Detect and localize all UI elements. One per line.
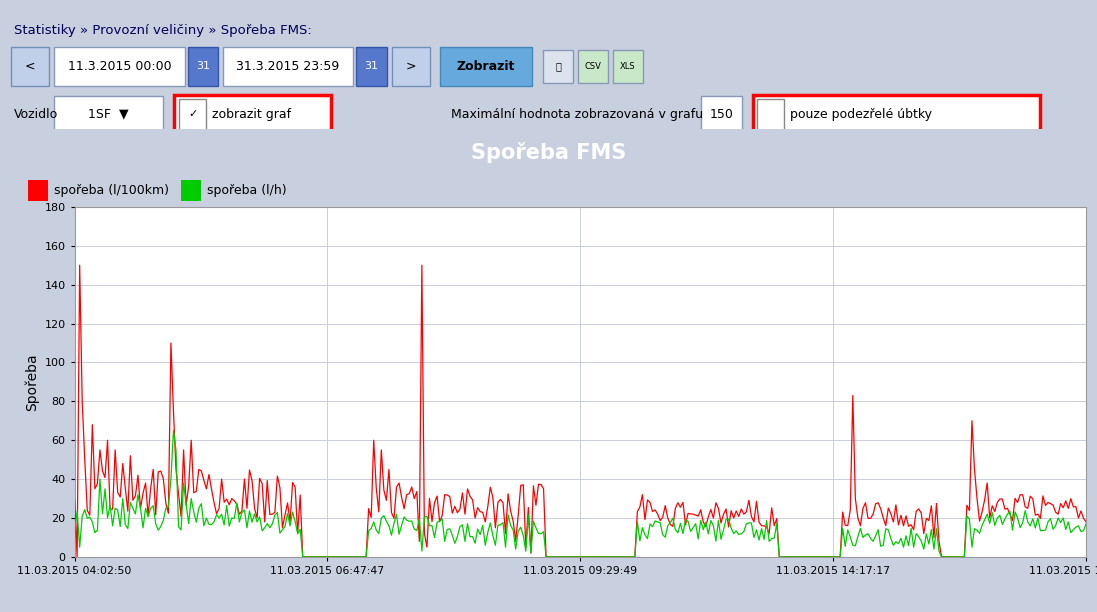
Y-axis label: Spořeba: Spořeba <box>24 353 38 411</box>
FancyBboxPatch shape <box>701 96 742 132</box>
FancyBboxPatch shape <box>440 47 532 86</box>
Text: 31: 31 <box>364 61 378 72</box>
FancyBboxPatch shape <box>188 47 218 86</box>
Text: Vozidlo: Vozidlo <box>14 108 58 121</box>
FancyBboxPatch shape <box>223 47 353 86</box>
Text: Statistiky » Provozní veličiny » Spořeba FMS:: Statistiky » Provozní veličiny » Spořeba… <box>14 23 312 37</box>
FancyBboxPatch shape <box>179 99 206 130</box>
FancyBboxPatch shape <box>543 50 574 83</box>
Text: XLS: XLS <box>620 62 635 71</box>
FancyBboxPatch shape <box>392 47 430 86</box>
Bar <box>29 180 47 201</box>
FancyBboxPatch shape <box>11 47 49 86</box>
Text: CSV: CSV <box>585 62 601 71</box>
Text: 🖨: 🖨 <box>555 61 562 72</box>
Text: pouze podezřelé úbtky: pouze podezřelé úbtky <box>790 108 931 121</box>
Text: Spořeba FMS: Spořeba FMS <box>471 141 626 163</box>
FancyBboxPatch shape <box>578 50 608 83</box>
FancyBboxPatch shape <box>55 47 184 86</box>
Text: 11.3.2015 00:00: 11.3.2015 00:00 <box>68 60 171 73</box>
Text: 1SF  ▼: 1SF ▼ <box>89 108 129 121</box>
Text: Zobrazit: Zobrazit <box>456 60 516 73</box>
FancyBboxPatch shape <box>757 99 784 130</box>
FancyBboxPatch shape <box>753 94 1040 134</box>
Text: spořeba (l/h): spořeba (l/h) <box>207 184 287 197</box>
FancyBboxPatch shape <box>55 96 163 132</box>
Text: 150: 150 <box>710 108 733 121</box>
Bar <box>181 180 201 201</box>
Text: 31.3.2015 23:59: 31.3.2015 23:59 <box>236 60 339 73</box>
FancyBboxPatch shape <box>357 47 386 86</box>
Text: ✓: ✓ <box>189 109 197 119</box>
Text: spořeba (l/100km): spořeba (l/100km) <box>54 184 169 197</box>
Text: 31: 31 <box>196 61 211 72</box>
FancyBboxPatch shape <box>173 94 331 134</box>
Text: Maximální hodnota zobrazovaná v grafu: Maximální hodnota zobrazovaná v grafu <box>451 108 703 121</box>
Text: <: < <box>24 60 35 73</box>
FancyBboxPatch shape <box>612 50 643 83</box>
Text: >: > <box>406 60 417 73</box>
Text: zobrazit graf: zobrazit graf <box>212 108 291 121</box>
